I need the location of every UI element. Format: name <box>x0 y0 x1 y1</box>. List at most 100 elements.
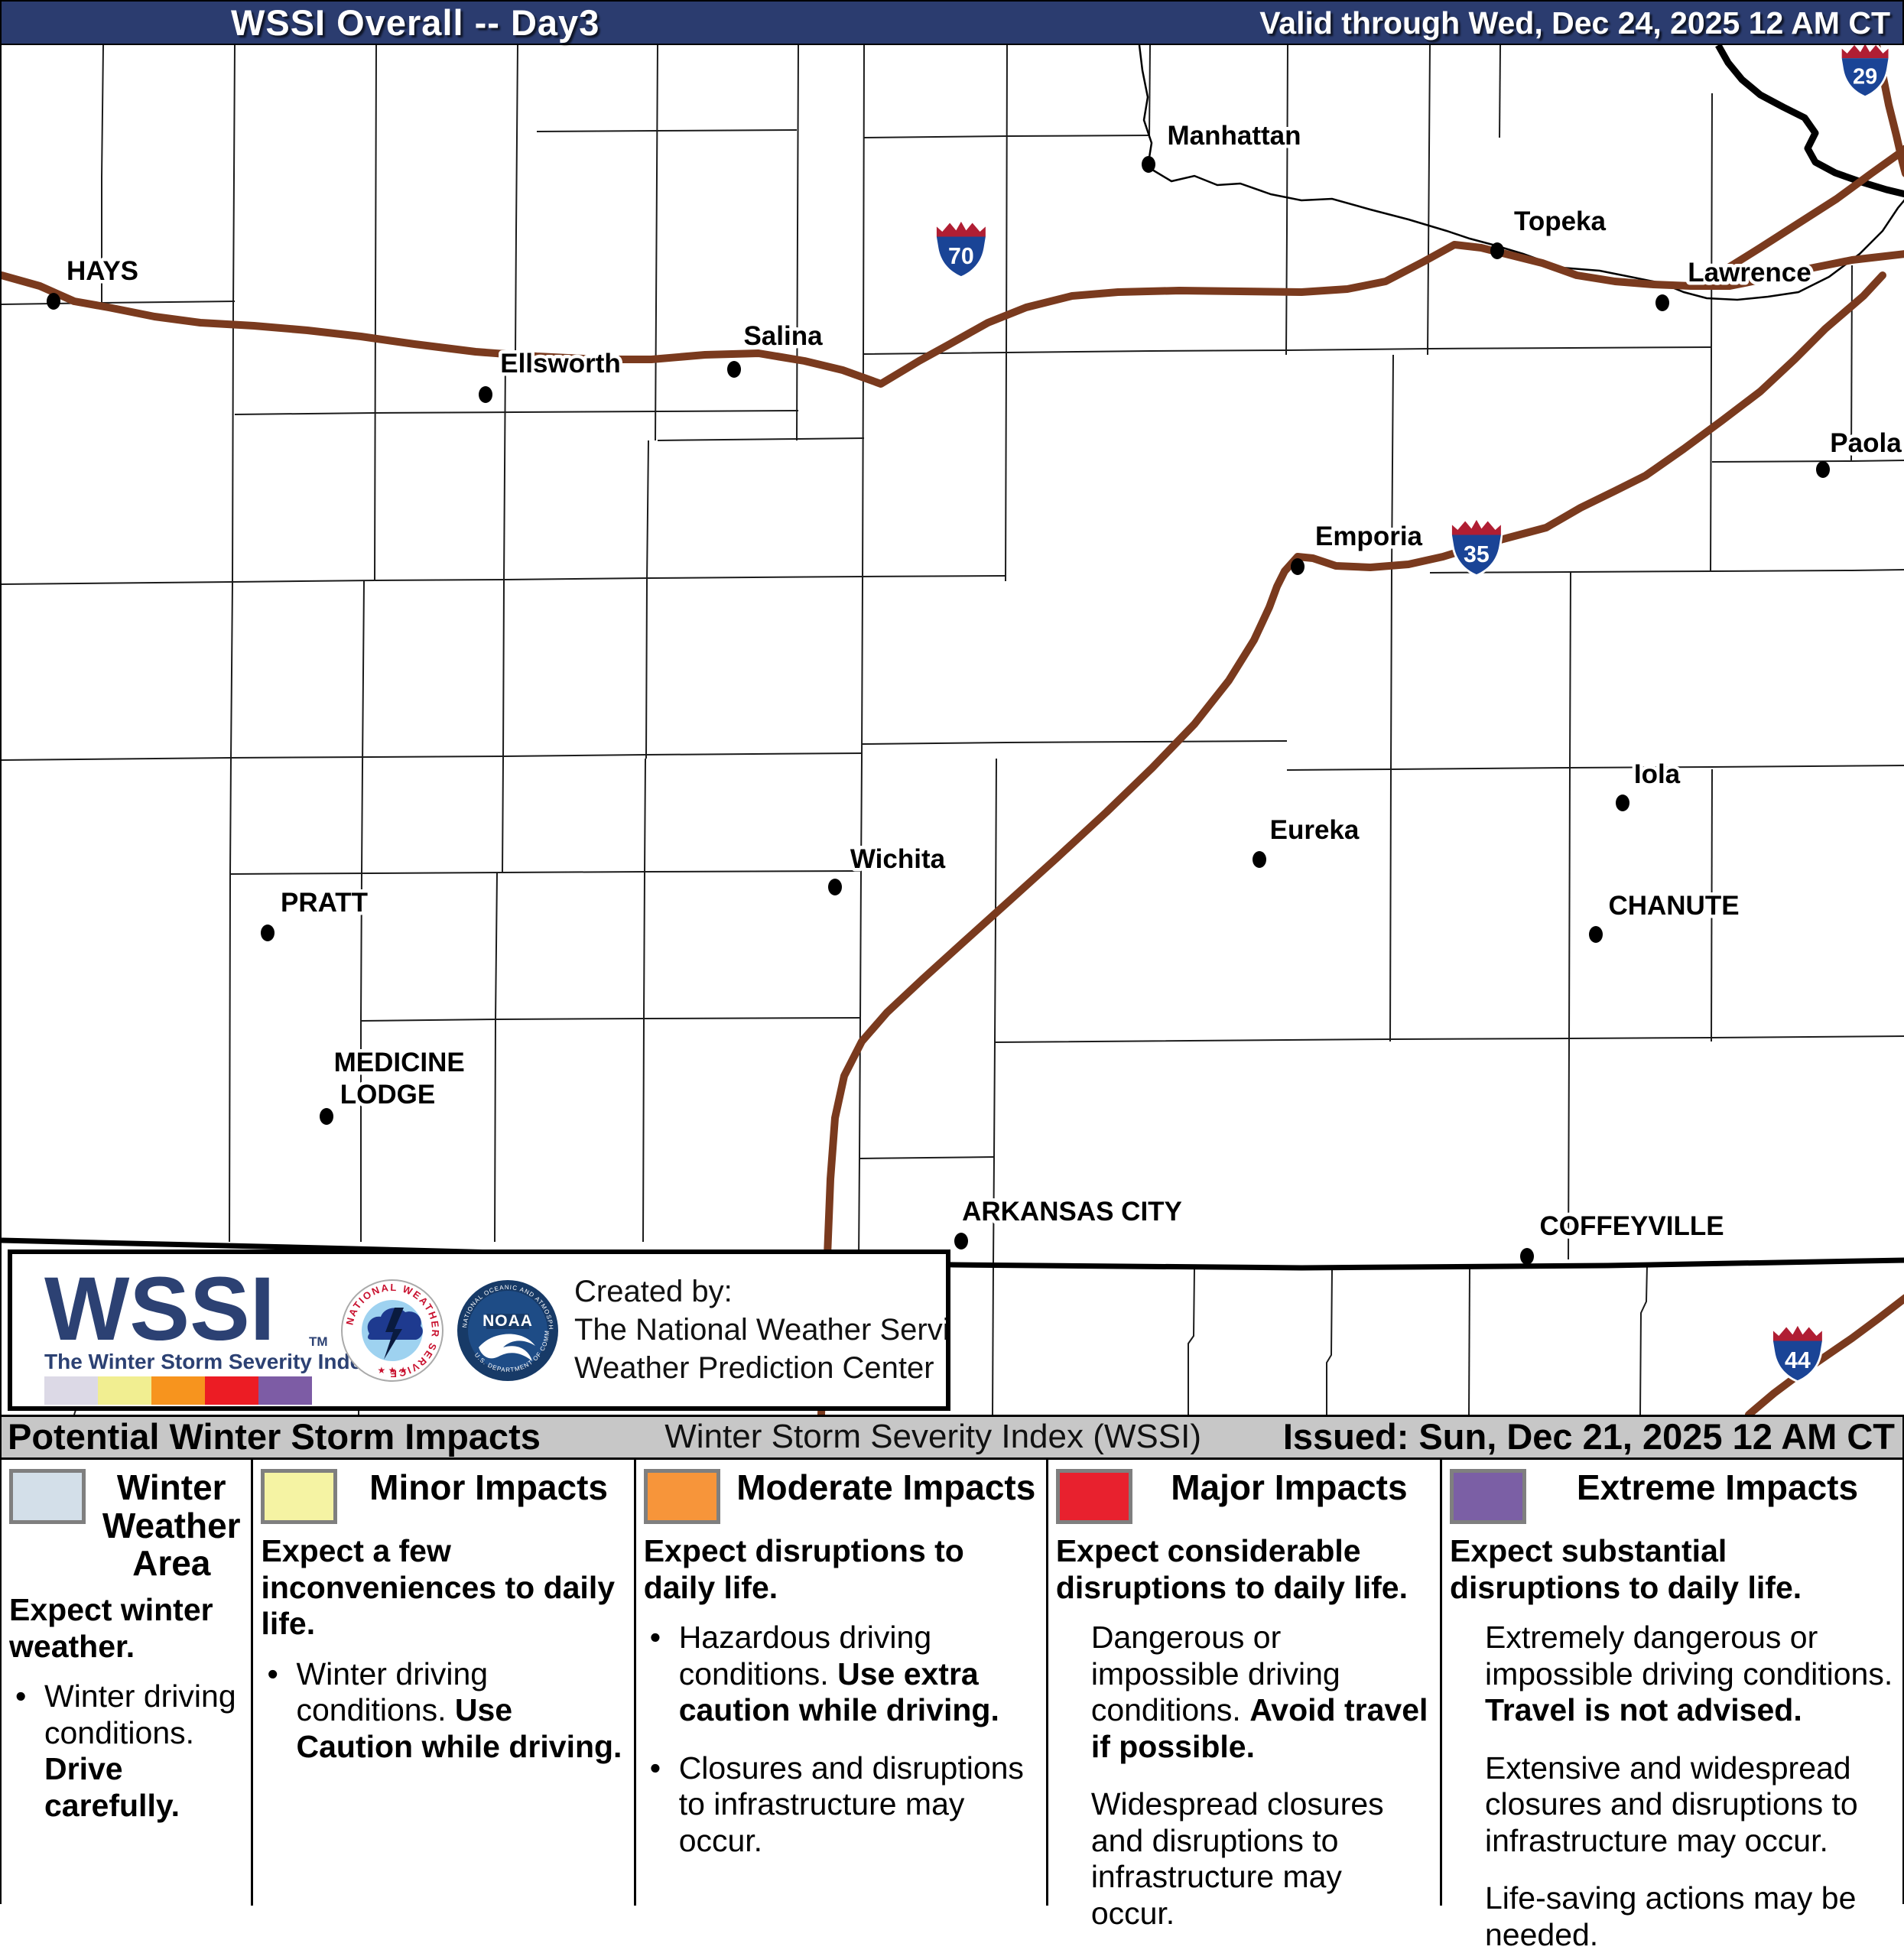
city-label-lawrence: Lawrence <box>1688 258 1811 288</box>
city-dot-wichita <box>828 879 842 895</box>
city-dot-topeka <box>1490 242 1504 259</box>
city-dot-paola <box>1816 461 1830 478</box>
legend-item: Extremely dangerous or impossible drivin… <box>1484 1620 1893 1728</box>
city-label-hays: HAYS <box>67 256 138 286</box>
city-label-ellsworth: Ellsworth <box>500 349 621 379</box>
logo-box-graphics: WSSI TM The Winter Storm Severity Index … <box>9 1249 982 1405</box>
interstate-44-shield: 44 <box>1773 1326 1822 1380</box>
interstate-70-road <box>2 241 1904 388</box>
wssi-tagline: The Winter Storm Severity Index <box>44 1350 374 1373</box>
extreme-impacts-swatch <box>1449 1469 1526 1524</box>
valid-through-label: Valid through Wed, Dec 24, 2025 12 AM CT <box>1259 5 1890 41</box>
svg-text:★ ★ ★: ★ ★ ★ <box>378 1365 408 1376</box>
wssi-tm-mark: TM <box>309 1334 328 1349</box>
wssi-logo-text: WSSI <box>44 1259 275 1360</box>
wssi-day3-graphic: { "header": { "title": "WSSI Overall -- … <box>0 0 1904 1904</box>
city-dot-ellsworth <box>479 386 492 403</box>
legend-title: Moderate Impacts <box>736 1467 1036 1507</box>
legend-item: Winter driving conditions. Drive careful… <box>9 1678 245 1824</box>
shield-35-number: 35 <box>1464 542 1490 567</box>
page-title: WSSI Overall -- Day3 <box>231 2 600 43</box>
city-dot-pratt <box>261 925 275 941</box>
city-dot-iola <box>1616 795 1629 811</box>
issued-timestamp: Issued: Sun, Dec 21, 2025 12 AM CT <box>1282 1416 1895 1457</box>
status-bar-subtitle: Winter Storm Severity Index (WSSI) <box>664 1418 1201 1455</box>
legend-item: Dangerous or impossible driving conditio… <box>1090 1620 1428 1764</box>
legend-col-minor-impacts: Minor Impacts Expect a few inconvenience… <box>251 1460 633 1906</box>
title-bar: WSSI Overall -- Day3 Valid through Wed, … <box>2 2 1902 45</box>
legend-lead: Expect a few inconveniences to daily lif… <box>261 1533 616 1642</box>
interstate-70-shield: 70 <box>937 222 986 276</box>
city-dot-chanute <box>1589 926 1603 943</box>
legend-col-moderate-impacts: Moderate Impacts Expect disruptions to d… <box>633 1460 1046 1906</box>
city-dot-manhattan <box>1142 156 1155 173</box>
nws-logo: NATIONAL WEATHER SERVICE ★ ★ ★ <box>341 1279 444 1382</box>
created-by-block: Created by: The National Weather Service… <box>574 1275 982 1385</box>
legend-lead: Expect winter weather. <box>9 1592 213 1664</box>
wssi-map: 70 35 44 29 Manhattan <box>2 45 1904 1415</box>
shield-29-number: 29 <box>1853 65 1877 89</box>
city-dot-arkansas-city <box>954 1233 968 1249</box>
city-dot-emporia <box>1291 558 1305 575</box>
city-dots <box>47 156 1830 1265</box>
legend-col-extreme-impacts: Extreme Impacts Expect substantial disru… <box>1439 1460 1902 1952</box>
legend-item: Life-saving actions may be needed. <box>1484 1880 1857 1952</box>
interstate-29-shield: 29 <box>1842 45 1889 96</box>
city-label-wichita: Wichita <box>850 844 946 874</box>
city-dot-lawrence <box>1655 294 1669 311</box>
legend-item: Hazardous driving conditions. Use extra … <box>644 1620 1040 1729</box>
shield-70-number: 70 <box>948 244 974 269</box>
wssi-severity-scale-bar <box>44 1376 312 1405</box>
created-by-line3: Weather Prediction Center <box>574 1351 934 1385</box>
legend-lead: Expect disruptions to daily life. <box>643 1533 964 1605</box>
city-label-salina: Salina <box>743 321 823 351</box>
city-label-medicine-lodge: MEDICINE LODGE <box>334 1048 473 1110</box>
legend-item: Widespread closures and disruptions to i… <box>1090 1786 1384 1931</box>
created-by-line1: Created by: <box>574 1275 733 1308</box>
city-dot-eureka <box>1253 851 1266 868</box>
legend-col-major-impacts: Major Impacts Expect considerable disrup… <box>1045 1460 1440 1931</box>
city-label-manhattan: Manhattan <box>1168 121 1301 151</box>
city-label-chanute: CHANUTE <box>1608 891 1739 921</box>
legend-title: Extreme Impacts <box>1576 1467 1859 1507</box>
city-dot-medicine-lodge <box>320 1108 333 1125</box>
city-label-iola: Iola <box>1634 759 1681 789</box>
city-labels: Manhattan Topeka Lawrence HAYS Salina El… <box>63 118 1904 1245</box>
interstate-35-shield: 35 <box>1452 520 1501 574</box>
major-impacts-swatch <box>1055 1469 1132 1524</box>
city-dot-salina <box>727 361 741 378</box>
legend-lead: Expect substantial disruptions to daily … <box>1449 1533 1802 1605</box>
shield-44-number: 44 <box>1785 1348 1811 1373</box>
state-border-line <box>2 1237 1904 1271</box>
legend-title: Minor Impacts <box>369 1467 608 1507</box>
city-label-arkansas-city: ARKANSAS CITY <box>962 1197 1182 1227</box>
wssi-logo-box: WSSI TM The Winter Storm Severity Index … <box>8 1249 982 1411</box>
legend-item: Winter driving conditions. Use Caution w… <box>261 1656 627 1766</box>
legend-title: Major Impacts <box>1171 1467 1408 1507</box>
winter-weather-swatch <box>9 1469 86 1524</box>
kc-branch-road <box>1688 145 1904 290</box>
minor-impacts-swatch <box>261 1469 338 1524</box>
legend-title: Winter Weather Area <box>102 1467 241 1584</box>
legend-lead: Expect considerable disruptions to daily… <box>1055 1533 1408 1605</box>
city-label-coffeyville: COFFEYVILLE <box>1539 1211 1724 1241</box>
interstate-44-road <box>1745 1294 1904 1415</box>
noaa-word: NOAA <box>482 1312 533 1330</box>
city-label-emporia: Emporia <box>1315 522 1423 551</box>
status-bar-title: Potential Winter Storm Impacts <box>8 1416 541 1457</box>
legend-item: Extensive and widespread closures and di… <box>1484 1750 1858 1858</box>
legend-col-winter-weather-area: Winter Weather Area Expect winter weathe… <box>2 1460 251 1906</box>
city-label-topeka: Topeka <box>1514 206 1606 236</box>
status-bar: Potential Winter Storm Impacts Winter St… <box>2 1415 1902 1460</box>
city-label-paola: Paola <box>1830 428 1902 458</box>
impact-legend: Winter Weather Area Expect winter weathe… <box>2 1460 1902 1952</box>
city-dot-hays <box>47 293 60 310</box>
city-dot-coffeyville <box>1520 1248 1534 1265</box>
legend-item: Closures and disruptions to infrastructu… <box>644 1750 1040 1860</box>
city-label-eureka: Eureka <box>1270 815 1360 845</box>
city-label-pratt: PRATT <box>281 888 368 918</box>
interstate-35-road <box>817 271 1886 1415</box>
county-boundaries <box>2 45 1904 1415</box>
created-by-line2: The National Weather Service <box>574 1313 946 1347</box>
moderate-impacts-swatch <box>643 1469 720 1524</box>
